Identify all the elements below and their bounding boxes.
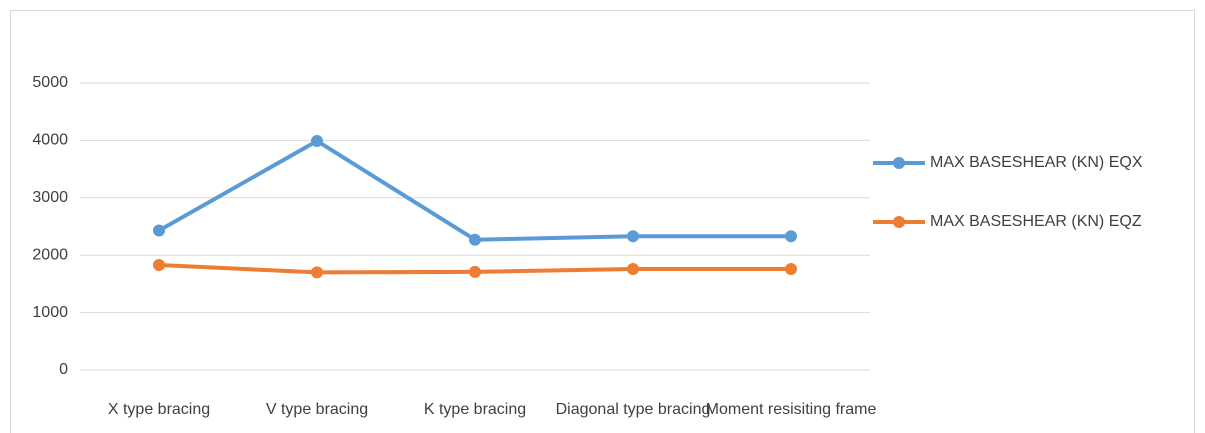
x-tick-label: K type bracing: [424, 401, 526, 418]
x-tick-label: Diagonal type bracing: [556, 401, 711, 418]
y-tick-label: 2000: [32, 246, 68, 263]
y-tick-label: 1000: [32, 304, 68, 321]
series-marker: [311, 266, 323, 279]
series-marker: [311, 134, 323, 147]
series-marker: [469, 265, 481, 278]
series-marker: [153, 224, 165, 237]
x-tick-label: Moment resisiting frame: [706, 401, 877, 418]
series-marker: [153, 258, 165, 271]
series-marker: [627, 262, 639, 275]
x-tick-label: X type bracing: [108, 401, 210, 418]
x-tick-label: V type bracing: [266, 401, 368, 418]
legend-marker: [893, 216, 905, 228]
y-tick-label: 0: [59, 361, 68, 378]
y-tick-label: 4000: [32, 132, 68, 149]
series-marker: [785, 262, 797, 275]
y-tick-label: 3000: [32, 189, 68, 206]
series-marker: [469, 233, 481, 246]
chart-border: [10, 10, 1195, 433]
legend-label: MAX BASESHEAR (KN) EQX: [930, 154, 1143, 171]
legend-marker: [893, 157, 905, 169]
y-tick-label: 5000: [32, 74, 68, 91]
series-marker: [627, 230, 639, 243]
series-marker: [785, 230, 797, 243]
legend-label: MAX BASESHEAR (KN) EQZ: [930, 213, 1142, 230]
